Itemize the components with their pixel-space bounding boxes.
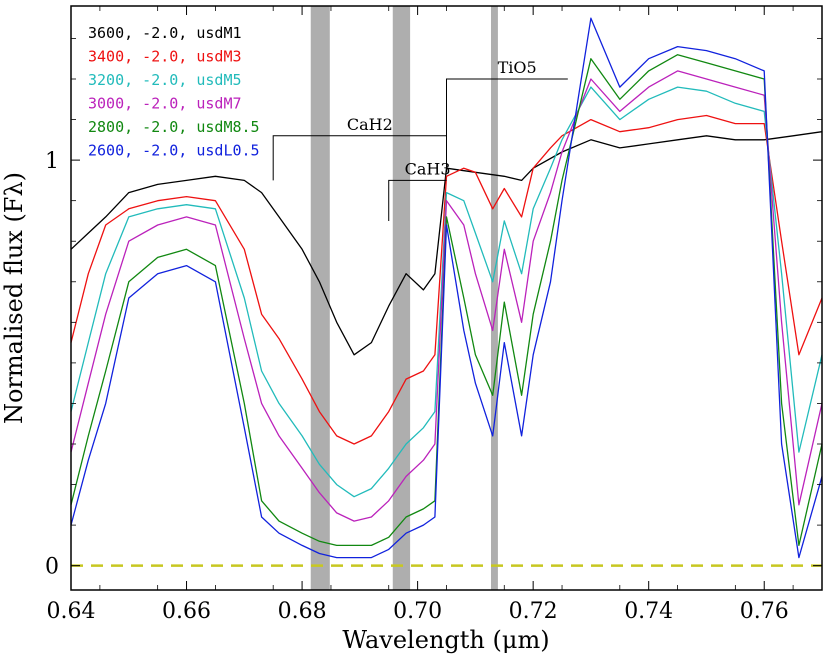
legend-entry-1: 3600, -2.0, usdM1 bbox=[88, 24, 242, 42]
band-label-cah2: CaH2 bbox=[347, 115, 393, 134]
shaded-region-3 bbox=[490, 6, 498, 590]
legend-entry-4: 3000, -2.0, usdM7 bbox=[88, 95, 242, 113]
legend-entry-6: 2600, -2.0, usdL0.5 bbox=[88, 142, 260, 160]
y-tick-label: 0 bbox=[45, 555, 59, 580]
legend-entry-2: 3400, -2.0, usdM3 bbox=[88, 48, 242, 66]
band-label-tio5: TiO5 bbox=[498, 58, 537, 77]
legend-entry-3: 3200, -2.0, usdM5 bbox=[88, 71, 242, 89]
band-index-markers: CaH2 CaH3 TiO5 bbox=[272, 58, 568, 221]
x-tick-label: 0.70 bbox=[393, 599, 442, 624]
x-tick-label: 0.74 bbox=[624, 599, 673, 624]
x-tick-label: 0.68 bbox=[278, 599, 327, 624]
band-label-cah3: CaH3 bbox=[405, 159, 451, 178]
band-marker-tio5 bbox=[446, 78, 568, 173]
band-marker-cah2 bbox=[272, 135, 447, 181]
series-line-4 bbox=[70, 70, 823, 522]
series-lines bbox=[70, 17, 823, 559]
x-tick-label: 0.76 bbox=[740, 599, 789, 624]
legend: 3600, -2.0, usdM1 3400, -2.0, usdM3 3200, … bbox=[88, 24, 260, 160]
x-tick-label: 0.72 bbox=[509, 599, 558, 624]
x-tick-label: 0.64 bbox=[47, 599, 96, 624]
x-axis-title: Wavelength (μm) bbox=[342, 626, 549, 654]
y-axis-title: Normalised flux (Fλ) bbox=[0, 172, 28, 424]
legend-entry-5: 2800, -2.0, usdM8.5 bbox=[88, 118, 260, 136]
plot-frame bbox=[70, 5, 823, 591]
series-line-2 bbox=[70, 114, 823, 445]
x-tick-label: 0.66 bbox=[162, 599, 211, 624]
series-line-3 bbox=[70, 86, 823, 498]
y-tick-label: 1 bbox=[45, 149, 59, 174]
series-line-1 bbox=[70, 131, 823, 356]
shaded-region-2 bbox=[392, 6, 411, 590]
series-line-6 bbox=[70, 17, 823, 559]
shaded-region-1 bbox=[310, 6, 330, 590]
band-marker-cah3 bbox=[388, 179, 447, 221]
